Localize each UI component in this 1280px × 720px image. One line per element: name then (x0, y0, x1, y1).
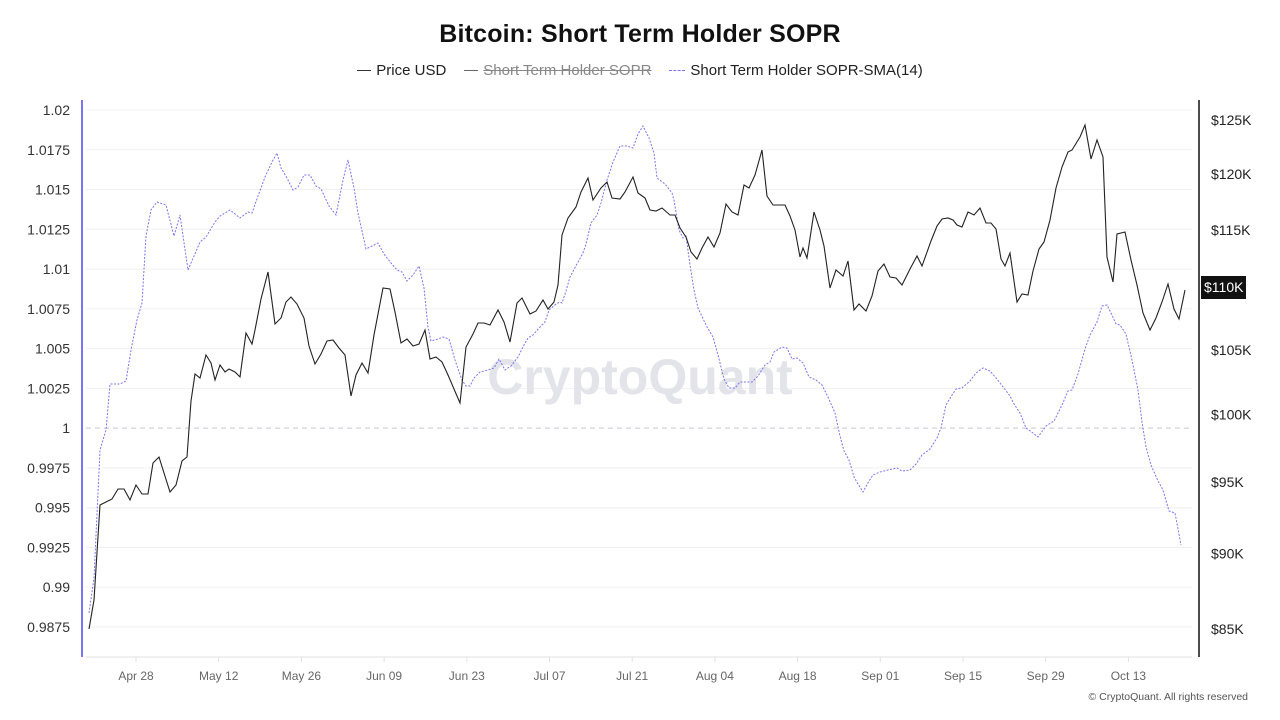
right-y-tick-label: $95K (1211, 474, 1244, 490)
legend-item-price-usd[interactable]: Price USD (357, 62, 446, 79)
x-tick-label: May 12 (199, 669, 239, 683)
x-tick-label: Oct 13 (1111, 669, 1147, 683)
left-y-tick-label: 1.005 (35, 341, 70, 357)
price-usd-line[interactable] (88, 123, 1186, 630)
left-y-tick-label: 0.9925 (27, 539, 70, 555)
x-tick-label: Jul 07 (533, 669, 565, 683)
right-y-tick-label: $120K (1211, 166, 1252, 182)
legend-item-sth-sopr-sma14[interactable]: Short Term Holder SOPR-SMA(14) (669, 62, 923, 79)
left-y-tick-label: 0.99 (43, 579, 70, 595)
legend-label: Short Term Holder SOPR (483, 62, 652, 79)
x-tick-label: Jun 23 (449, 669, 485, 683)
x-tick-label: Apr 28 (118, 669, 154, 683)
right-y-tick-label: $85K (1211, 621, 1244, 637)
x-tick-label: Jul 21 (616, 669, 648, 683)
right-y-tick-label: $115K (1211, 222, 1251, 238)
x-tick-label: Aug 04 (696, 669, 734, 683)
solid-line-swatch-icon (357, 70, 372, 71)
dashed-line-swatch-icon (669, 70, 686, 71)
left-y-tick-label: 1.015 (35, 182, 70, 198)
current-price-label: $110K (1201, 276, 1247, 299)
chart-title: Bitcoin: Short Term Holder SOPR (439, 20, 841, 48)
solid-line-swatch-icon (464, 70, 479, 71)
x-tick-label: Jun 09 (366, 669, 402, 683)
gridlines (86, 109, 1192, 628)
left-y-tick-label: 1 (62, 420, 70, 436)
left-y-tick-label: 1.0175 (27, 142, 70, 158)
x-tick-label: Sep 01 (861, 669, 899, 683)
x-axis-ticks: Apr 28 May 12 May 26 Jun 09 Jun 23 Jul 07 Jul … (118, 657, 1146, 683)
watermark: CryptoQuant (487, 349, 793, 405)
x-tick-label: Sep 15 (944, 669, 982, 683)
right-y-tick-label: $100K (1211, 407, 1252, 423)
left-y-tick-label: 0.9975 (27, 460, 70, 476)
left-y-tick-label: 0.9875 (27, 619, 70, 635)
right-y-tick-label: $125K (1211, 112, 1252, 128)
left-y-tick-label: 1.0025 (27, 380, 70, 396)
x-tick-label: Sep 29 (1027, 669, 1065, 683)
left-y-tick-label: 0.995 (35, 500, 70, 516)
x-tick-label: May 26 (282, 669, 322, 683)
legend-item-sth-sopr[interactable]: Short Term Holder SOPR (464, 62, 651, 79)
x-tick-label: Aug 18 (779, 669, 817, 683)
left-y-axis-ticks: 1.02 1.0175 1.015 1.0125 1.01 1.0075 1.005 1.00… (27, 102, 70, 635)
legend-label: Price USD (376, 62, 447, 79)
right-y-tick-label: $90K (1211, 546, 1244, 562)
left-y-tick-label: 1.0075 (27, 301, 70, 317)
left-y-tick-label: 1.01 (43, 261, 70, 277)
left-y-tick-label: 1.02 (43, 102, 70, 118)
legend: Price USD Short Term Holder SOPR Short T… (0, 62, 1280, 79)
left-y-tick-label: 1.0125 (27, 221, 70, 237)
legend-label: Short Term Holder SOPR-SMA(14) (690, 62, 923, 79)
right-y-tick-label: $105K (1211, 342, 1252, 358)
right-y-axis-ticks: $125K $120K $115K $105K $100K $95K $90K $85K (1211, 112, 1252, 637)
copyright-notice: © CryptoQuant. All rights reserved (1088, 691, 1248, 703)
sth-sopr-sma14-line[interactable] (88, 124, 1182, 614)
